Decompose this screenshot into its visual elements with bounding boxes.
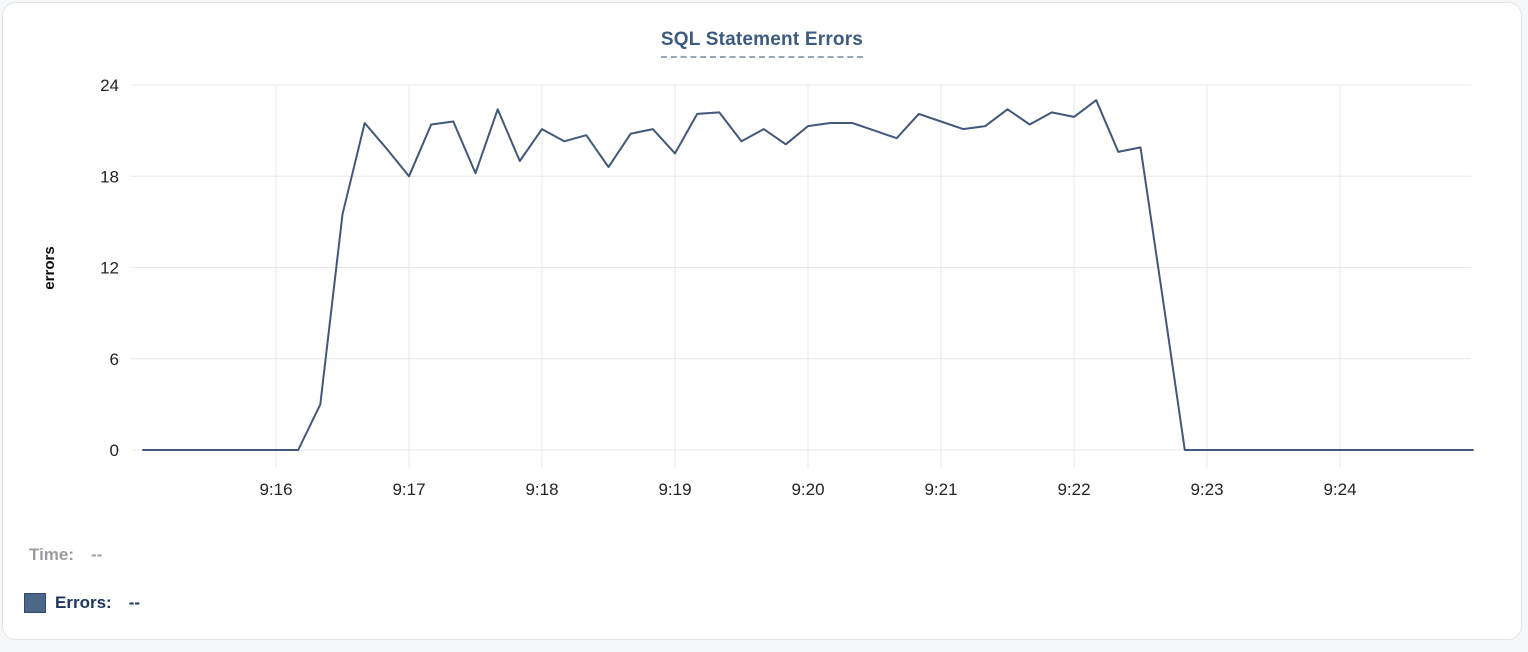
chart-title-link[interactable]: SQL Statement Errors — [660, 29, 864, 58]
legend-errors-value: -- — [128, 593, 141, 612]
legend-time-row: Time: -- — [29, 544, 140, 565]
errors-line-chart-plot-area[interactable]: 0 6 12 18 24 9:16 9:17 9:18 9:19 9:20 9:21 9:22 9:23… — [3, 3, 1523, 523]
chart-legend: Time: -- Errors: -- — [24, 544, 140, 613]
errors-series-swatch — [24, 592, 46, 613]
x-tick-label: 9:22 — [1057, 480, 1090, 499]
y-tick-label: 12 — [100, 259, 119, 278]
x-tick-label: 9:16 — [259, 480, 292, 499]
x-tick-label: 9:17 — [392, 480, 425, 499]
legend-errors-row: Errors: -- — [24, 592, 140, 613]
y-tick-label: 18 — [100, 167, 119, 186]
y-axis-title: errors — [41, 246, 58, 290]
y-tick-label: 0 — [110, 441, 119, 460]
legend-time-value: -- — [91, 545, 103, 564]
x-tick-label: 9:19 — [658, 480, 691, 499]
x-tick-label: 9:23 — [1190, 480, 1223, 499]
x-tick-label: 9:24 — [1323, 480, 1356, 499]
x-tick-label: 9:18 — [525, 480, 558, 499]
y-tick-label: 6 — [110, 350, 119, 369]
x-tick-label: 9:21 — [924, 480, 957, 499]
chart-header: SQL Statement Errors — [3, 29, 1521, 58]
errors-series-line — [142, 99, 1474, 451]
x-tick-label: 9:20 — [791, 480, 824, 499]
chart-card: SQL Statement Errors 0 6 12 18 24 9:16 9:17 9:1… — [2, 2, 1522, 640]
y-tick-label: 24 — [100, 76, 119, 95]
legend-errors-label: Errors: — [55, 593, 112, 612]
legend-time-label: Time: — [29, 545, 75, 564]
